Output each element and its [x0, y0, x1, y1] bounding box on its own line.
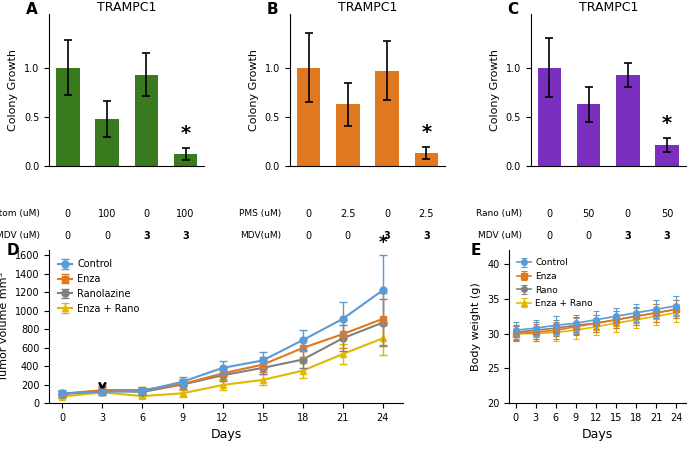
Text: 0: 0 [625, 209, 631, 219]
X-axis label: Days: Days [210, 428, 242, 442]
Text: *: * [662, 114, 672, 133]
Text: 3: 3 [664, 230, 671, 240]
Bar [134, 75, 158, 166]
Title: TRAMPC1: TRAMPC1 [338, 1, 397, 14]
Text: 0: 0 [65, 209, 71, 219]
Text: 0: 0 [384, 209, 390, 219]
Text: 0: 0 [104, 230, 110, 240]
Text: PMS (uM): PMS (uM) [239, 209, 281, 218]
Text: 0: 0 [306, 209, 312, 219]
Text: 0: 0 [547, 209, 552, 219]
Text: D: D [6, 243, 19, 258]
Bar [414, 153, 438, 166]
Bar [375, 71, 399, 166]
Text: A: A [26, 1, 37, 16]
Bar [174, 153, 197, 166]
Text: 3: 3 [624, 230, 631, 240]
Bar [655, 145, 679, 166]
Bar [336, 104, 360, 166]
Text: *: * [421, 123, 431, 142]
Bar [538, 68, 561, 166]
X-axis label: Days: Days [582, 428, 613, 442]
Text: 0: 0 [144, 209, 149, 219]
Text: 2.5: 2.5 [419, 209, 434, 219]
Text: 0: 0 [547, 230, 552, 240]
Text: 3: 3 [143, 230, 150, 240]
Text: *: * [181, 124, 190, 143]
Text: 0: 0 [65, 230, 71, 240]
Legend: Control, Enza, Rano, Enza + Rano: Control, Enza, Rano, Enza + Rano [514, 255, 596, 311]
Text: MDV(uM): MDV(uM) [240, 230, 281, 240]
Text: B: B [267, 1, 278, 16]
Y-axis label: Colony Growth: Colony Growth [8, 49, 18, 131]
Text: MDV (uM): MDV (uM) [478, 230, 522, 240]
Title: TRAMPC1: TRAMPC1 [579, 1, 638, 14]
Text: 50: 50 [582, 209, 595, 219]
Text: MDV (uM): MDV (uM) [0, 230, 41, 240]
Text: 50: 50 [661, 209, 673, 219]
Text: 100: 100 [176, 209, 195, 219]
Text: Etom (uM): Etom (uM) [0, 209, 41, 218]
Text: 0: 0 [345, 230, 351, 240]
Text: 0: 0 [306, 230, 312, 240]
Text: E: E [470, 243, 480, 258]
Text: 3: 3 [423, 230, 430, 240]
Legend: Control, Enza, Ranolazine, Enza + Rano: Control, Enza, Ranolazine, Enza + Rano [54, 255, 144, 317]
Text: C: C [508, 1, 519, 16]
Text: 0: 0 [586, 230, 592, 240]
Bar [577, 104, 601, 166]
Y-axis label: Colony Growth: Colony Growth [249, 49, 259, 131]
Text: Rano (uM): Rano (uM) [476, 209, 522, 218]
Text: 2.5: 2.5 [340, 209, 356, 219]
Y-axis label: Body weight (g): Body weight (g) [471, 282, 482, 371]
Bar [616, 75, 640, 166]
Bar [95, 119, 119, 166]
Text: 3: 3 [182, 230, 189, 240]
Title: TRAMPC1: TRAMPC1 [97, 1, 156, 14]
Y-axis label: Tumor volume mm³: Tumor volume mm³ [0, 272, 9, 381]
Text: 100: 100 [98, 209, 116, 219]
Bar [56, 68, 80, 166]
Bar [297, 68, 321, 166]
Text: *: * [379, 234, 387, 252]
Text: 3: 3 [384, 230, 391, 240]
Y-axis label: Colony Growth: Colony Growth [490, 49, 500, 131]
